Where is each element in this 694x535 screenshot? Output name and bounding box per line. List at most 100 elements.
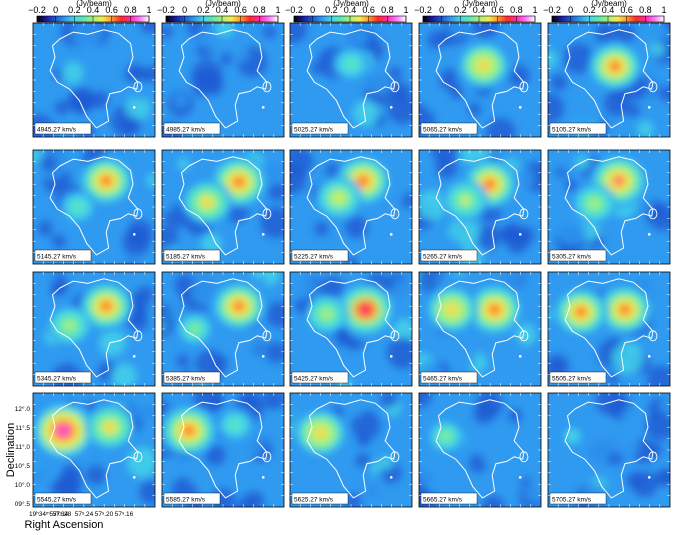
noise-field: [33, 272, 155, 386]
velocity-text: 5465.27 km/s: [423, 376, 463, 383]
beam-marker: [132, 233, 136, 236]
y-tick-label: 09°.5: [15, 500, 31, 508]
channel-panel: 5585.27 km/s: [161, 392, 285, 508]
emission-blob: [448, 306, 455, 313]
emission-blob: [317, 430, 324, 436]
emission: [572, 154, 649, 224]
contour-loop: [519, 330, 529, 342]
beam-marker: [389, 233, 393, 236]
colorbar-tick-label: 0.6: [362, 5, 375, 15]
colorbar-row: (Jy/beam) −0.2 0 0.2 0.4 0.6 0.8 1 (Jy/beam) −0.2…: [28, 0, 667, 23]
noise-field: [548, 154, 670, 264]
contour-loop: [648, 208, 658, 220]
contour-loop: [262, 330, 272, 342]
y-tick-label: 11°.0: [15, 443, 30, 451]
colorbar-unit-label: (Jy/beam): [462, 0, 498, 8]
emission-blob: [185, 427, 192, 434]
channel-panel: 4945.27 km/s: [32, 22, 156, 138]
emission: [553, 284, 653, 337]
colorbar-tick-label: −0.2: [414, 5, 432, 15]
galaxy-contour: [564, 278, 654, 378]
galaxy-contour: [49, 29, 139, 129]
velocity-label: 5425.27 km/s: [291, 371, 349, 384]
velocity-text: 5385.27 km/s: [166, 376, 206, 383]
emission-blob: [491, 306, 498, 313]
emission: [293, 408, 348, 457]
axes-annotations: 12°.0 11°.5 11°.0 10°.5 10°.0 09°.5 Declinatio…: [5, 405, 134, 531]
emission-blob: [480, 62, 487, 68]
galaxy-contour: [564, 399, 654, 499]
channel-panel: 5065.27 km/s: [418, 22, 542, 138]
y-tick-label: 11°.5: [15, 424, 30, 432]
galaxy-contour: [178, 399, 268, 499]
velocity-label: 5345.27 km/s: [34, 371, 92, 384]
colorbar: (Jy/beam) −0.2 0 0.2 0.4 0.6 0.8 1: [543, 0, 667, 23]
beam-marker: [261, 233, 265, 236]
colorbar-tick-label: 0.6: [491, 5, 504, 15]
colorbar-tick-label: 1: [146, 5, 151, 15]
beam-marker: [518, 106, 522, 109]
colorbar: (Jy/beam) −0.2 0 0.2 0.4 0.6 0.8 1: [28, 0, 152, 23]
emission-blob: [232, 422, 239, 428]
emission: [314, 155, 392, 220]
colorbar-tick-label: 0: [439, 5, 444, 15]
contour-loop: [390, 208, 400, 220]
channel-panel: 5185.27 km/s: [161, 149, 285, 265]
velocity-label: 5625.27 km/s: [291, 492, 349, 505]
velocity-label: 5705.27 km/s: [549, 492, 607, 505]
beam-marker: [647, 476, 651, 479]
contour-loop: [519, 81, 529, 93]
emission-blob: [191, 326, 198, 332]
colorbar-tick-label: −0.2: [157, 5, 175, 15]
colorbar: (Jy/beam) −0.2 0 0.2 0.4 0.6 0.8 1: [285, 0, 409, 23]
beam-marker: [518, 233, 522, 236]
emission: [174, 281, 267, 348]
velocity-label: 4985.27 km/s: [163, 122, 221, 135]
colorbar-tick-label: 0: [568, 5, 573, 15]
contour-loop: [262, 81, 272, 93]
beam-marker: [389, 355, 393, 358]
emission-blob: [66, 322, 73, 329]
contour-loop: [262, 208, 272, 220]
velocity-label: 5545.27 km/s: [34, 492, 92, 505]
colorbar-unit-label: (Jy/beam): [333, 0, 369, 8]
emission-blob: [60, 427, 67, 434]
beam-marker: [647, 233, 651, 236]
velocity-text: 5665.27 km/s: [423, 497, 463, 504]
velocity-label: 5265.27 km/s: [420, 249, 478, 262]
galaxy-contour: [564, 29, 654, 129]
emission-blob: [235, 303, 242, 309]
beam-marker: [261, 106, 265, 109]
y-axis-title: Declination: [5, 423, 17, 477]
emission-blob: [335, 195, 342, 201]
channel-panel: 5705.27 km/s: [547, 392, 671, 508]
velocity-text: 5425.27 km/s: [294, 376, 334, 383]
channel-panel: 5385.27 km/s: [161, 271, 285, 387]
x-tick-label: 57ˢ.28: [53, 511, 72, 518]
y-tick-label: 10°.0: [15, 481, 31, 489]
y-tick-label: 10°.5: [15, 462, 31, 470]
emission-blob: [486, 181, 493, 187]
channel-panel: 5305.27 km/s: [547, 149, 671, 265]
beam-marker: [647, 355, 651, 358]
y-tick-label: 12°.0: [15, 405, 31, 413]
x-tick-label: 57ˢ.16: [115, 511, 134, 518]
colorbar-tick-label: 0.8: [124, 5, 137, 15]
emission-blob: [360, 178, 367, 184]
beam-marker: [389, 106, 393, 109]
colorbar-tick-label: 0.2: [583, 5, 596, 15]
emission: [457, 41, 510, 89]
emission-blob: [323, 311, 330, 317]
beam-marker: [132, 106, 136, 109]
galaxy-contour: [306, 278, 396, 378]
velocity-text: 5185.27 km/s: [166, 254, 206, 261]
colorbar-tick-label: 0: [182, 5, 187, 15]
contour-loop: [133, 208, 143, 220]
galaxy-contour: [49, 156, 139, 256]
emission-blob: [204, 199, 211, 206]
colorbar-tick-label: 1: [403, 5, 408, 15]
velocity-label: 4945.27 km/s: [34, 122, 92, 135]
galaxy-contour: [435, 156, 525, 256]
colorbar-tick-label: 1: [275, 5, 280, 15]
